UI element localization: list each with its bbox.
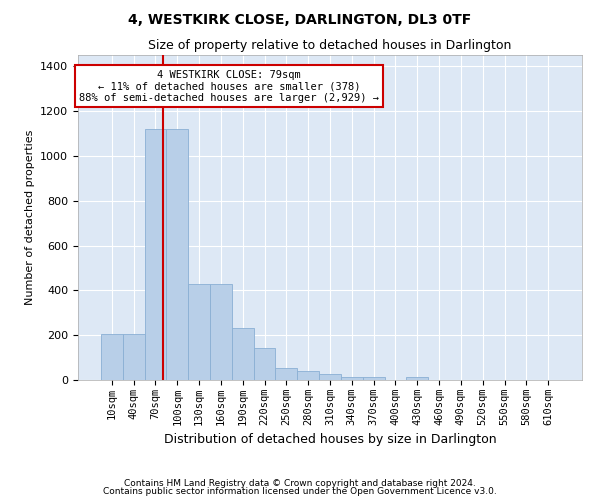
Bar: [188, 284, 210, 380]
Text: Contains public sector information licensed under the Open Government Licence v3: Contains public sector information licen…: [103, 487, 497, 496]
Bar: [210, 284, 232, 380]
Text: 4, WESTKIRK CLOSE, DARLINGTON, DL3 0TF: 4, WESTKIRK CLOSE, DARLINGTON, DL3 0TF: [128, 14, 472, 28]
Bar: [319, 374, 341, 380]
Bar: [101, 334, 123, 380]
Bar: [297, 371, 319, 380]
Text: Contains HM Land Registry data © Crown copyright and database right 2024.: Contains HM Land Registry data © Crown c…: [124, 478, 476, 488]
Bar: [341, 378, 363, 380]
Bar: [232, 328, 254, 380]
Bar: [275, 368, 297, 380]
Bar: [145, 129, 166, 380]
Bar: [406, 376, 428, 380]
Bar: [166, 129, 188, 380]
Bar: [123, 334, 145, 380]
Bar: [254, 348, 275, 380]
Y-axis label: Number of detached properties: Number of detached properties: [25, 130, 35, 305]
Text: 4 WESTKIRK CLOSE: 79sqm
← 11% of detached houses are smaller (378)
88% of semi-d: 4 WESTKIRK CLOSE: 79sqm ← 11% of detache…: [79, 70, 379, 103]
Title: Size of property relative to detached houses in Darlington: Size of property relative to detached ho…: [148, 40, 512, 52]
X-axis label: Distribution of detached houses by size in Darlington: Distribution of detached houses by size …: [164, 434, 496, 446]
Bar: [363, 378, 385, 380]
